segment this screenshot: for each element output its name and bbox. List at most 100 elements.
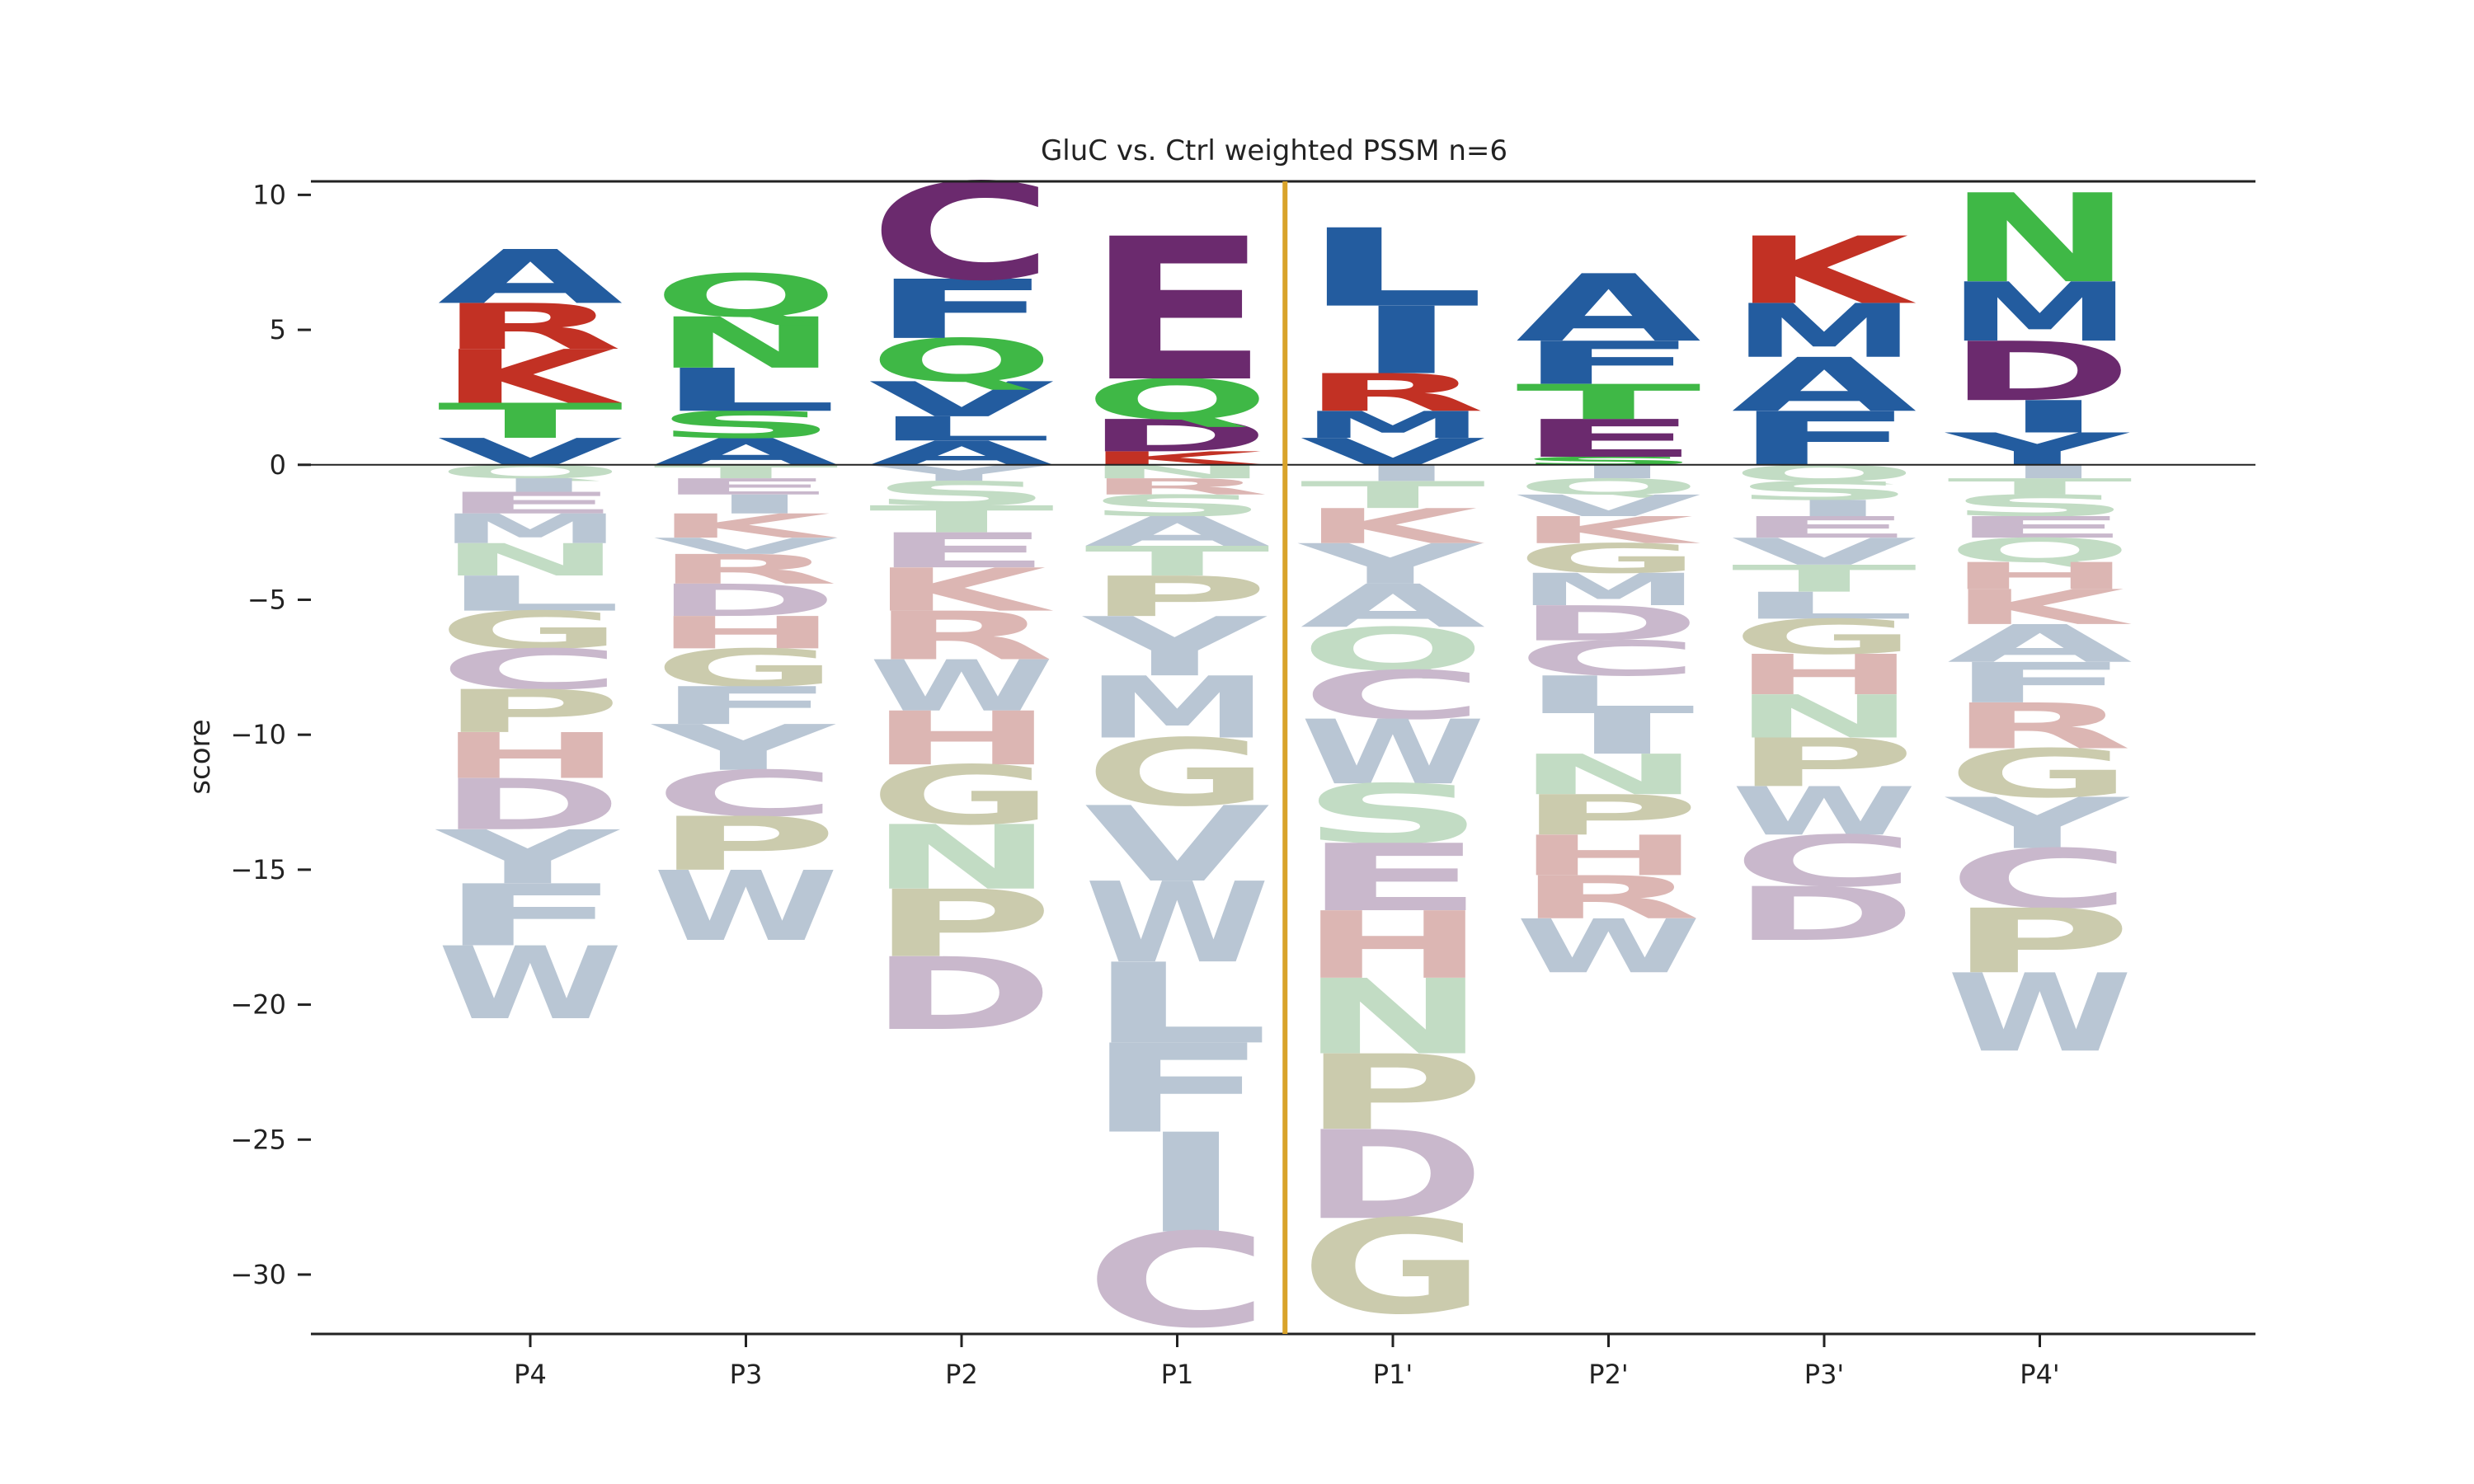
logo-letter-pos-3: R xyxy=(438,291,623,364)
logo-letter-pos-0: K xyxy=(1084,448,1269,469)
y-tick-label: 10 xyxy=(252,179,286,210)
logo-letter-pos-2: D xyxy=(1947,325,2133,420)
logo-letter-pos-1: E xyxy=(1516,409,1701,469)
logo-letter-neg-11: D xyxy=(869,937,1055,1053)
logo-letter-neg-8: P xyxy=(438,677,623,746)
logo-letter-neg-3: K xyxy=(653,507,838,546)
logo-letter-neg-5: M xyxy=(1516,564,1701,616)
logo-letter-neg-10: P xyxy=(869,871,1055,978)
logo-letter-neg-1: Q xyxy=(1516,474,1701,500)
x-tick-label: P1' xyxy=(1373,1359,1413,1390)
logo-letter-neg-7: C xyxy=(1516,631,1701,687)
logo-letter-neg-7: W xyxy=(1300,702,1486,805)
logo-letter-neg-7: C xyxy=(438,637,623,702)
logo-letter-neg-9: E xyxy=(1300,825,1486,932)
logo-letter-neg-11: Y xyxy=(1944,783,2130,865)
logo-letter-pos-1: M xyxy=(1300,404,1486,447)
logo-letter-pos-3: I xyxy=(1351,288,1462,395)
logo-letter-pos-4: A xyxy=(438,234,623,321)
logo-letter-pos-2: Q xyxy=(1084,368,1270,432)
logo-letter-neg-4: K xyxy=(869,556,1055,624)
logo-letter-pos-2: L xyxy=(653,356,839,425)
logo-letter-neg-3: M xyxy=(438,505,623,553)
logo-letter-neg-6: D xyxy=(1516,596,1701,652)
logo-letter-neg-6: G xyxy=(438,600,623,660)
logo-letter-neg-12: F xyxy=(438,866,623,965)
y-tick-label: −25 xyxy=(230,1124,286,1155)
logo-letter-neg-7: G xyxy=(1732,609,1917,665)
logo-letter-neg-3: Y xyxy=(1296,532,1483,596)
logo-letter-neg-10: H xyxy=(1300,892,1486,1000)
logo-letter-neg-11: L xyxy=(1084,940,1270,1069)
logo-letter-neg-1: E xyxy=(653,474,839,500)
x-tick-label: P3' xyxy=(1804,1359,1844,1390)
logo-letter-neg-9: N xyxy=(1732,683,1917,752)
logo-letter-neg-4: A xyxy=(1300,571,1486,641)
logo-letter-neg-2: S xyxy=(1084,489,1270,524)
y-tick-label: 0 xyxy=(270,449,286,481)
logo-letter-neg-11: Y xyxy=(434,815,620,901)
y-tick-label: −15 xyxy=(230,854,286,885)
logo-letter-neg-10: D xyxy=(438,764,623,846)
logo-letter-neg-13: W xyxy=(653,852,839,963)
logo-letter-pos-4: F xyxy=(869,263,1055,358)
logo-letter-neg-8: F xyxy=(1947,651,2133,716)
logo-letter-neg-6: W xyxy=(869,646,1055,727)
logo-letter-neg-1: R xyxy=(1084,474,1270,500)
logo-letter-neg-14: C xyxy=(1084,1206,1270,1356)
logo-letter-neg-12: C xyxy=(1947,832,2133,927)
logo-letter-pos-1: A xyxy=(1732,342,1917,429)
logo-letter-neg-13: D xyxy=(1732,871,1917,957)
logo-letter-neg-3: E xyxy=(1947,510,2133,545)
logo-letter-neg-2: K xyxy=(1300,499,1485,555)
x-tick-label: P2 xyxy=(945,1359,978,1390)
logo-letter-neg-2: E xyxy=(438,486,623,521)
x-tick-label: P4' xyxy=(2020,1359,2059,1390)
logo-letter-neg-4: G xyxy=(1516,535,1701,582)
logo-letter-neg-10: P xyxy=(1732,725,1917,802)
logo-letter-pos-4: A xyxy=(1516,255,1701,362)
logo-letter-neg-3: E xyxy=(1732,510,1917,545)
logo-letter-neg-3: A xyxy=(1084,508,1270,555)
logo-letter-neg-12: C xyxy=(1732,821,1917,903)
logo-letter-pos-0: A xyxy=(653,430,839,473)
logo-letter-neg-6: L xyxy=(1732,585,1917,627)
logo-letter-neg-9: H xyxy=(438,720,623,793)
logo-letter-neg-5: Q xyxy=(1300,615,1486,684)
logo-letter-pos-0: A xyxy=(869,434,1055,472)
logo-letter-neg-12: F xyxy=(1084,1019,1270,1161)
logo-letter-neg-11: P xyxy=(1516,783,1701,848)
logo-letter-neg-13: I xyxy=(1136,1105,1247,1264)
logo-letter-pos-1: D xyxy=(1084,411,1270,463)
logo-letter-neg-13: D xyxy=(1300,1105,1486,1247)
logo-letter-neg-8: G xyxy=(1084,720,1270,827)
logo-letter-pos-4: Q xyxy=(653,261,839,331)
logo-letter-neg-12: P xyxy=(1300,1033,1486,1153)
logo-letter-pos-3: F xyxy=(1516,329,1701,397)
logo-letter-neg-11: W xyxy=(1732,773,1917,850)
logo-letter-neg-7: H xyxy=(653,607,839,659)
y-tick-label: −20 xyxy=(230,989,286,1021)
logo-letter-neg-14: W xyxy=(1947,951,2133,1076)
plot-area: VTKRAQIEMNLGCPHDYFWASLNQTEIKVRDHGFYCPWAL… xyxy=(230,155,2255,1390)
logo-letter-neg-12: P xyxy=(653,801,839,887)
chart-title: GluC vs. Ctrl weighted PSSM n=6 xyxy=(1041,134,1507,167)
logo-letter-neg-5: R xyxy=(653,546,839,593)
logo-letter-pos-1: S xyxy=(653,403,839,446)
logo-letter-neg-9: F xyxy=(653,676,839,736)
logo-letter-neg-1: I xyxy=(488,475,600,496)
logo-letter-neg-1: S xyxy=(1732,476,1917,505)
logo-letter-neg-1: S xyxy=(869,474,1055,513)
logo-letter-pos-3: E xyxy=(1084,196,1270,425)
logo-letter-neg-3: E xyxy=(869,523,1055,579)
logo-letter-neg-11: N xyxy=(1300,957,1486,1078)
logo-letter-pos-3: N xyxy=(653,303,839,384)
y-tick-label: 5 xyxy=(270,314,286,345)
logo-letter-neg-2: I xyxy=(1782,495,1893,521)
y-axis-label: score xyxy=(184,719,217,794)
